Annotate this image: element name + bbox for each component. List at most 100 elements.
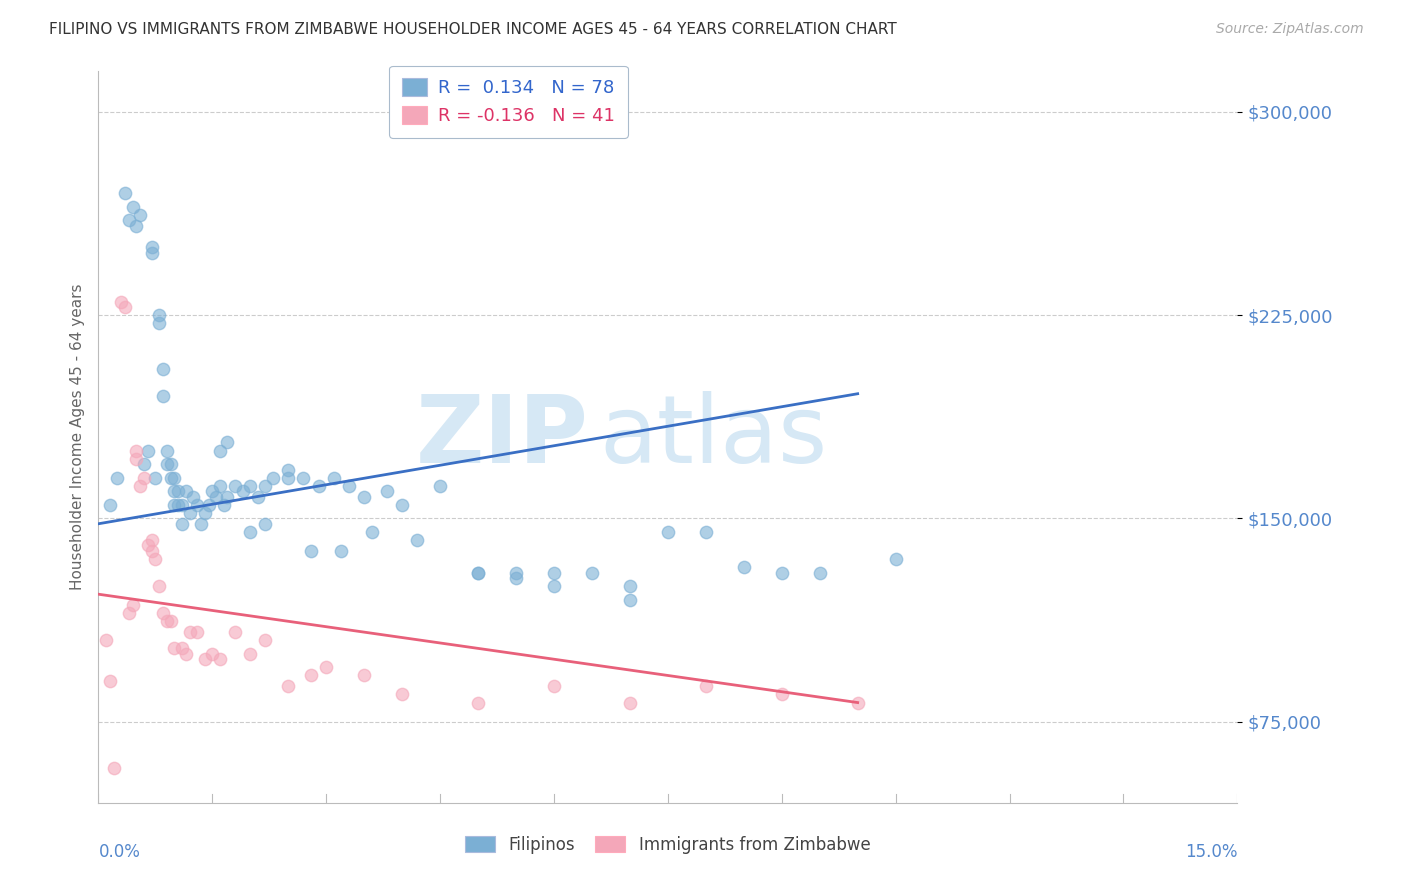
Point bbox=[141, 544, 163, 558]
Point bbox=[770, 688, 793, 702]
Point bbox=[167, 498, 190, 512]
Point bbox=[262, 471, 284, 485]
Point bbox=[179, 625, 201, 640]
Point bbox=[156, 457, 179, 471]
Point bbox=[353, 490, 375, 504]
Point bbox=[217, 490, 239, 504]
Point bbox=[98, 673, 121, 688]
Point bbox=[808, 566, 831, 580]
Point bbox=[543, 579, 565, 593]
Point bbox=[152, 606, 174, 620]
Point bbox=[619, 592, 641, 607]
Point bbox=[114, 300, 136, 314]
Point bbox=[406, 533, 429, 547]
Text: Source: ZipAtlas.com: Source: ZipAtlas.com bbox=[1216, 22, 1364, 37]
Point bbox=[208, 652, 231, 666]
Point bbox=[277, 679, 299, 693]
Point bbox=[217, 435, 239, 450]
Point bbox=[322, 471, 344, 485]
Point bbox=[159, 471, 181, 485]
Point bbox=[170, 498, 193, 512]
Point bbox=[360, 524, 382, 539]
Point bbox=[292, 471, 315, 485]
Point bbox=[174, 484, 197, 499]
Point bbox=[148, 308, 170, 322]
Point bbox=[121, 200, 143, 214]
Point bbox=[208, 443, 231, 458]
Point bbox=[695, 679, 717, 693]
Point bbox=[254, 516, 277, 531]
Point bbox=[353, 668, 375, 682]
Point bbox=[174, 647, 197, 661]
Point bbox=[277, 471, 299, 485]
Point bbox=[125, 443, 148, 458]
Point bbox=[94, 633, 117, 648]
Point bbox=[170, 516, 193, 531]
Point bbox=[695, 524, 717, 539]
Point bbox=[152, 362, 174, 376]
Point bbox=[179, 506, 201, 520]
Point bbox=[156, 443, 179, 458]
Point bbox=[159, 615, 181, 629]
Point bbox=[201, 647, 224, 661]
Point bbox=[429, 479, 451, 493]
Point bbox=[186, 625, 208, 640]
Point bbox=[170, 641, 193, 656]
Point bbox=[733, 560, 755, 574]
Point bbox=[505, 566, 527, 580]
Y-axis label: Householder Income Ages 45 - 64 years: Householder Income Ages 45 - 64 years bbox=[69, 284, 84, 591]
Point bbox=[239, 479, 262, 493]
Point bbox=[391, 498, 413, 512]
Point bbox=[145, 471, 167, 485]
Point bbox=[129, 479, 152, 493]
Point bbox=[118, 606, 141, 620]
Text: atlas: atlas bbox=[599, 391, 828, 483]
Point bbox=[337, 479, 360, 493]
Point bbox=[254, 633, 277, 648]
Point bbox=[167, 484, 190, 499]
Point bbox=[136, 443, 159, 458]
Point bbox=[156, 615, 179, 629]
Point bbox=[277, 462, 299, 476]
Point bbox=[239, 524, 262, 539]
Point bbox=[163, 471, 186, 485]
Point bbox=[201, 484, 224, 499]
Point bbox=[190, 516, 212, 531]
Point bbox=[114, 186, 136, 201]
Point bbox=[110, 294, 132, 309]
Point bbox=[299, 544, 322, 558]
Point bbox=[98, 498, 121, 512]
Legend: Filipinos, Immigrants from Zimbabwe: Filipinos, Immigrants from Zimbabwe bbox=[458, 829, 877, 860]
Point bbox=[136, 538, 159, 552]
Point bbox=[163, 641, 186, 656]
Text: FILIPINO VS IMMIGRANTS FROM ZIMBABWE HOUSEHOLDER INCOME AGES 45 - 64 YEARS CORRE: FILIPINO VS IMMIGRANTS FROM ZIMBABWE HOU… bbox=[49, 22, 897, 37]
Point bbox=[299, 668, 322, 682]
Point bbox=[132, 471, 155, 485]
Point bbox=[254, 479, 277, 493]
Point bbox=[375, 484, 398, 499]
Point bbox=[141, 245, 163, 260]
Point bbox=[129, 208, 152, 222]
Point bbox=[118, 213, 141, 227]
Point bbox=[163, 498, 186, 512]
Point bbox=[125, 451, 148, 466]
Point bbox=[308, 479, 330, 493]
Text: 15.0%: 15.0% bbox=[1185, 843, 1237, 861]
Point bbox=[239, 647, 262, 661]
Point bbox=[197, 498, 219, 512]
Point bbox=[152, 389, 174, 403]
Point bbox=[467, 566, 489, 580]
Point bbox=[141, 533, 163, 547]
Point bbox=[145, 552, 167, 566]
Point bbox=[391, 688, 413, 702]
Point bbox=[619, 579, 641, 593]
Point bbox=[159, 457, 181, 471]
Point bbox=[205, 490, 228, 504]
Point bbox=[657, 524, 679, 539]
Point bbox=[224, 625, 246, 640]
Point bbox=[543, 566, 565, 580]
Point bbox=[183, 490, 205, 504]
Point bbox=[107, 471, 129, 485]
Point bbox=[148, 579, 170, 593]
Point bbox=[194, 652, 217, 666]
